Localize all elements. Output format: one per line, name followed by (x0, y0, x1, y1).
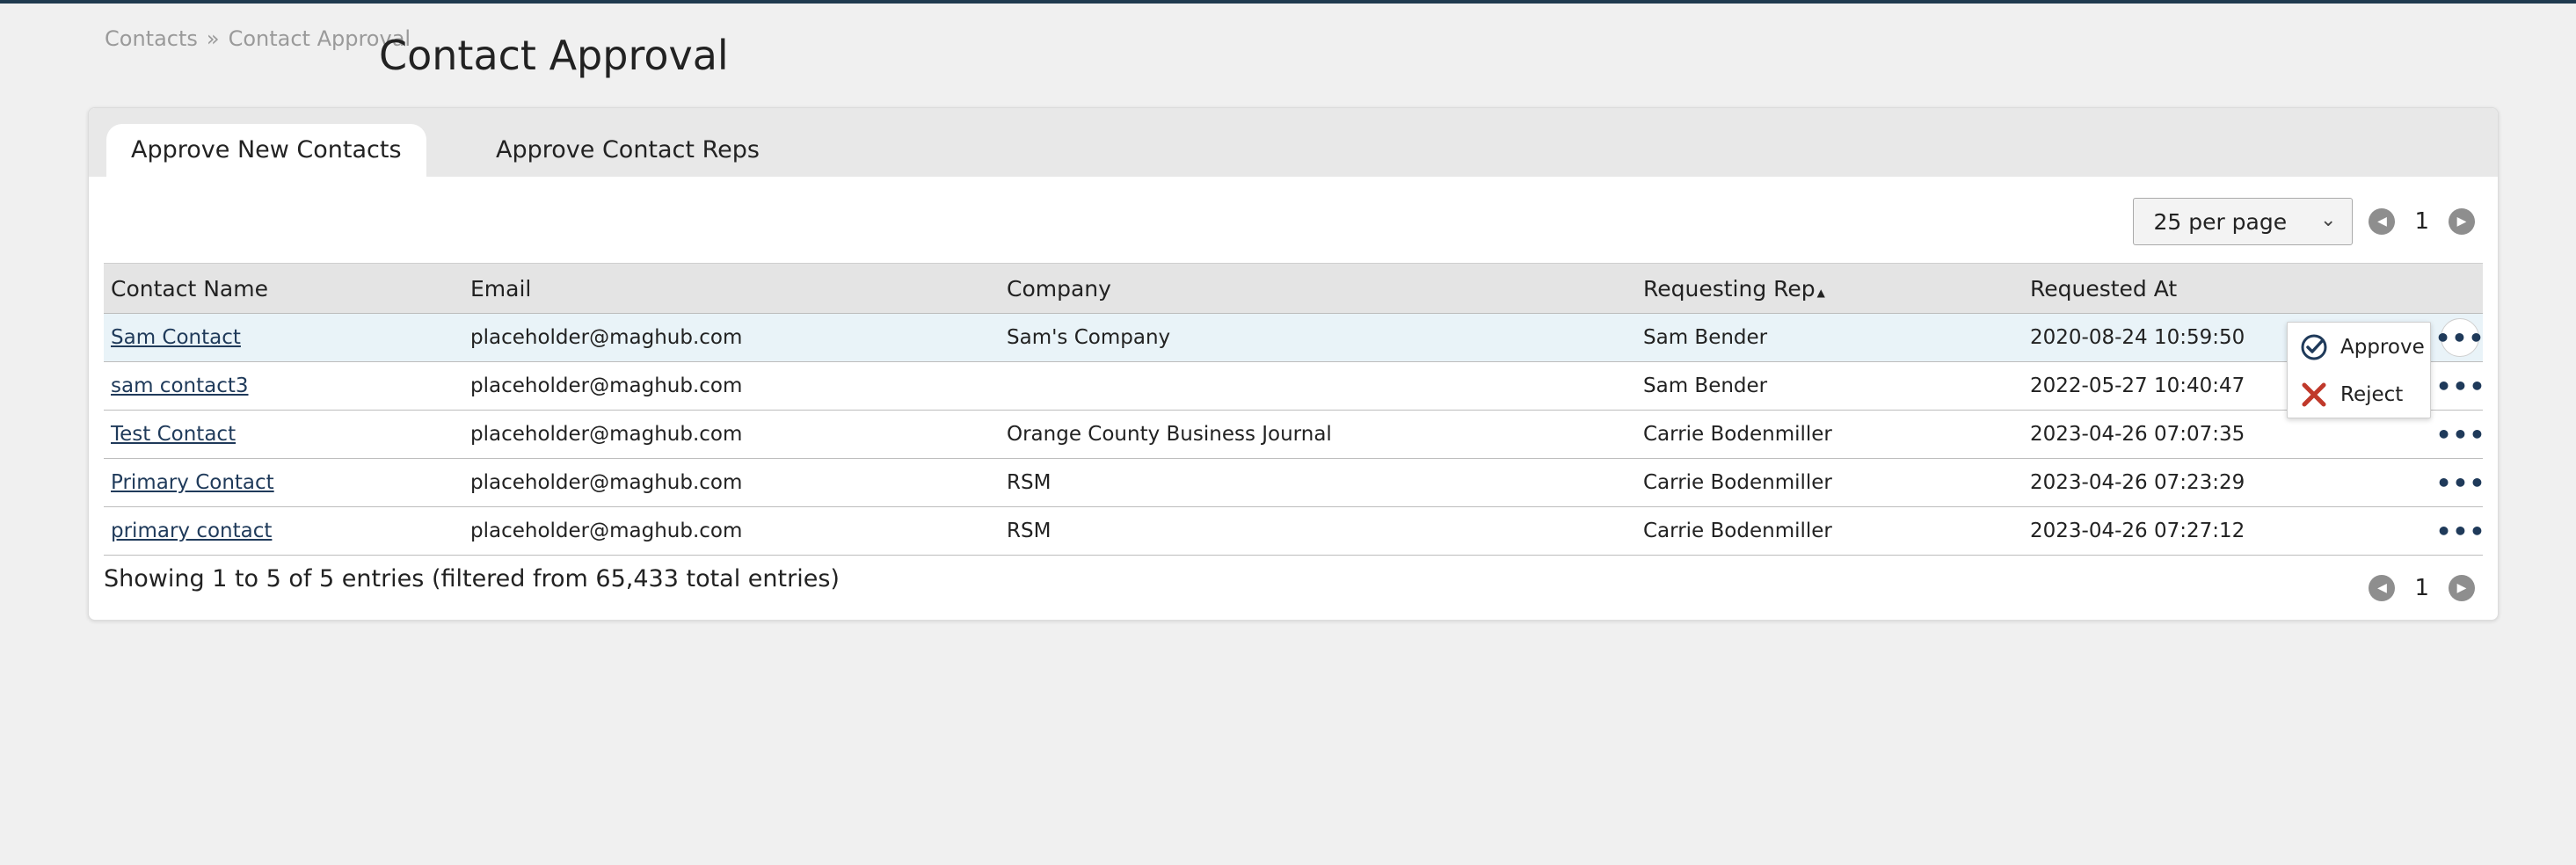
breadcrumb-separator: » (206, 26, 220, 51)
contact-name-link[interactable]: primary contact (111, 520, 273, 542)
reject-menu-item[interactable]: Reject (2300, 377, 2403, 412)
row-actions-button[interactable]: ••• (2436, 464, 2485, 501)
column-header-company[interactable]: Company (1000, 263, 1636, 314)
company-cell: Orange County Business Journal (1000, 410, 1636, 459)
company-cell: RSM (1000, 458, 1636, 507)
chevron-down-icon: ⌄ (2320, 209, 2337, 231)
email-cell: placeholder@maghub.com (463, 458, 1000, 507)
sort-ascending-icon: ▲ (1816, 286, 1825, 299)
ellipsis-icon: ••• (2434, 323, 2485, 353)
table-info-text: Showing 1 to 5 of 5 entries (filtered fr… (104, 565, 840, 592)
table-row: Primary Contact placeholder@maghub.com R… (104, 458, 2485, 507)
column-header-actions (2430, 263, 2483, 314)
column-header-email[interactable]: Email (463, 263, 1000, 314)
row-actions-button[interactable]: ••• (2436, 367, 2485, 404)
rep-cell: Carrie Bodenmiller (1636, 458, 2023, 507)
requesting-rep-header-label: Requesting Rep (1643, 275, 1816, 302)
table-row: Sam Contact placeholder@maghub.com Sam's… (104, 313, 2484, 362)
company-cell (1000, 361, 1636, 411)
company-cell: Sam's Company (1000, 313, 1636, 362)
rep-cell: Sam Bender (1636, 313, 2023, 362)
tab-approve-new-contacts[interactable]: Approve New Contacts (106, 124, 426, 177)
requested-at-cell: 2023-04-26 07:23:29 (2023, 458, 2430, 507)
table-row: Test Contact placeholder@maghub.com Oran… (104, 410, 2485, 459)
current-page-number: 1 (2414, 575, 2429, 601)
approve-menu-item[interactable]: Approve (2300, 330, 2425, 365)
chevron-right-icon: ▶ (2456, 581, 2467, 595)
tab-approve-contact-reps[interactable]: Approve Contact Reps (496, 136, 760, 164)
page-title: Contact Approval (379, 32, 729, 79)
contact-name-link[interactable]: sam contact3 (111, 374, 249, 397)
table-header-row: Contact Name Email Company Requesting Re… (104, 263, 2483, 314)
per-page-select[interactable]: 25 per page ⌄ (2133, 198, 2354, 245)
ellipsis-icon: ••• (2435, 468, 2486, 498)
table-row: primary contact placeholder@maghub.com R… (104, 506, 2485, 556)
email-cell: placeholder@maghub.com (463, 313, 1000, 362)
breadcrumb: Contacts » Contact Approval (105, 26, 411, 51)
tab-bar: Approve New Contacts Approve Contact Rep… (89, 108, 2498, 177)
prev-page-button[interactable]: ◀ (2369, 575, 2396, 601)
column-header-requesting-rep[interactable]: Requesting Rep ▲ (1636, 263, 2023, 314)
row-actions-button[interactable]: ••• (2435, 318, 2484, 357)
contact-name-link[interactable]: Primary Contact (111, 471, 274, 494)
top-bar (0, 0, 2576, 4)
pagination-bottom: ◀ 1 ▶ (2369, 564, 2475, 612)
approval-panel: Approve New Contacts Approve Contact Rep… (88, 107, 2499, 621)
next-page-button[interactable]: ▶ (2449, 208, 2475, 235)
check-circle-icon (2300, 333, 2328, 361)
email-cell: placeholder@maghub.com (463, 506, 1000, 556)
row-actions-button[interactable]: ••• (2436, 512, 2485, 549)
contact-name-link[interactable]: Sam Contact (111, 326, 241, 349)
contact-name-link[interactable]: Test Contact (111, 423, 236, 446)
contacts-table: Contact Name Email Company Requesting Re… (104, 263, 2485, 556)
current-page-number: 1 (2414, 208, 2429, 235)
chevron-right-icon: ▶ (2456, 214, 2467, 229)
chevron-left-icon: ◀ (2377, 581, 2387, 595)
rep-cell: Carrie Bodenmiller (1636, 410, 2023, 459)
company-cell: RSM (1000, 506, 1636, 556)
approve-label: Approve (2340, 336, 2425, 359)
row-actions-button[interactable]: ••• (2436, 416, 2485, 453)
rep-cell: Sam Bender (1636, 361, 2023, 411)
email-cell: placeholder@maghub.com (463, 410, 1000, 459)
column-header-contact-name[interactable]: Contact Name (104, 263, 463, 314)
chevron-left-icon: ◀ (2377, 214, 2387, 229)
column-header-requested-at[interactable]: Requested At (2023, 263, 2430, 314)
prev-page-button[interactable]: ◀ (2369, 208, 2396, 235)
reject-label: Reject (2340, 383, 2404, 406)
email-cell: placeholder@maghub.com (463, 361, 1000, 411)
x-icon (2300, 381, 2328, 409)
per-page-value: 25 per page (2153, 208, 2288, 235)
row-actions-menu: Approve Reject (2287, 322, 2431, 418)
breadcrumb-contacts-link[interactable]: Contacts (105, 26, 198, 51)
table-row: sam contact3 placeholder@maghub.com Sam … (104, 361, 2485, 411)
ellipsis-icon: ••• (2435, 419, 2486, 449)
ellipsis-icon: ••• (2435, 371, 2486, 401)
next-page-button[interactable]: ▶ (2449, 575, 2475, 601)
pagination-top: 25 per page ⌄ ◀ 1 ▶ (2133, 198, 2475, 245)
ellipsis-icon: ••• (2435, 516, 2486, 546)
breadcrumb-current: Contact Approval (228, 26, 411, 51)
rep-cell: Carrie Bodenmiller (1636, 506, 2023, 556)
requested-at-cell: 2023-04-26 07:27:12 (2023, 506, 2430, 556)
